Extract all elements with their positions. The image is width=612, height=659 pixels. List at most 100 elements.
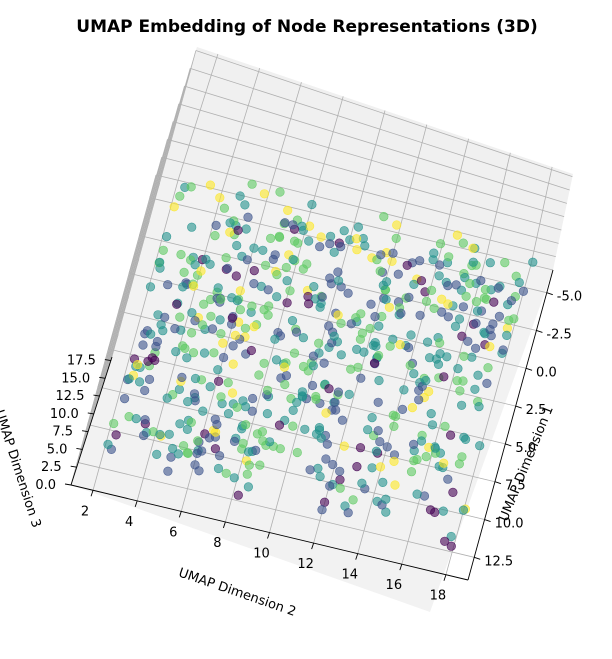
scatter-point [257, 427, 268, 437]
scatter-point [416, 436, 427, 446]
scatter-point [223, 378, 233, 388]
scatter-point [468, 257, 478, 267]
scatter-point [214, 376, 224, 386]
scatter-point [328, 459, 338, 470]
scatter-point [289, 348, 300, 358]
scatter-point [334, 276, 344, 286]
scatter-point [155, 257, 165, 267]
x-tick-mark [134, 500, 138, 507]
scatter-point [259, 358, 269, 368]
scatter-point [412, 454, 422, 465]
grid-line-z-back [161, 156, 556, 258]
scatter-point [232, 402, 242, 412]
scatter-point [388, 248, 398, 258]
scatter-point [428, 255, 438, 265]
scatter-point [305, 465, 315, 475]
scatter-point [458, 302, 469, 312]
scatter-point [205, 382, 215, 392]
scatter-point [133, 360, 143, 370]
z-tick-mark [76, 448, 83, 450]
y-axis-line [467, 269, 554, 581]
scatter-point [468, 243, 478, 253]
grid-line-z-back [195, 50, 573, 178]
scatter-point [371, 341, 381, 351]
scatter-point [389, 421, 399, 432]
scatter-point [324, 321, 334, 331]
scatter-point [404, 292, 414, 303]
scatter-point [309, 282, 319, 292]
scatter-point [230, 330, 240, 341]
scatter-point [443, 281, 453, 291]
x-tick-label: 4 [125, 515, 133, 530]
scatter-point [405, 360, 415, 371]
scatter-point [458, 505, 469, 515]
scatter-point [201, 254, 211, 264]
scatter-point [389, 456, 399, 467]
y-tick-mark [515, 405, 522, 409]
scatter-point [373, 397, 383, 407]
scatter-point [182, 448, 192, 458]
scatter-point [182, 353, 192, 363]
scatter-point [397, 404, 408, 415]
scatter-point [355, 334, 366, 344]
z-tick-mark [87, 412, 94, 415]
scatter-point [216, 329, 226, 339]
y-tick-mark [546, 292, 553, 296]
scatter-point [375, 437, 385, 447]
scatter-point [229, 436, 240, 447]
scatter-point [198, 406, 208, 416]
grid-line-z-back [178, 103, 565, 218]
scatter-point [138, 340, 148, 350]
scatter-point [209, 348, 219, 358]
scatter-point [502, 330, 512, 341]
y-tick-mark [505, 443, 512, 447]
scatter-point [175, 312, 185, 322]
scatter-point [231, 271, 241, 281]
scatter-point [443, 299, 453, 309]
scatter-point [375, 266, 385, 276]
scatter-point [235, 286, 245, 296]
scatter-point [263, 310, 273, 320]
scatter-point [243, 482, 253, 492]
scatter-point [272, 292, 282, 302]
scatter-point [443, 474, 453, 484]
scatter-point [489, 297, 499, 307]
y-tick-label: -5.0 [557, 290, 582, 305]
scatter-point [500, 258, 510, 268]
scatter-point [218, 338, 228, 348]
grid-line-z-back [190, 67, 570, 191]
scatter-point [451, 280, 461, 290]
scatter-point [329, 247, 339, 257]
scatter-point [446, 531, 456, 542]
scatter-point [485, 258, 495, 268]
scatter-point [263, 385, 273, 395]
scatter-point [190, 373, 201, 384]
y-tick-label: 7.5 [505, 479, 526, 494]
scatter-point [292, 447, 302, 458]
scatter-point [160, 312, 170, 322]
grid-line-x [357, 243, 444, 554]
z-tick-mark [99, 376, 106, 379]
scatter-point [205, 180, 215, 190]
scatter-point [467, 352, 477, 362]
scatter-point [415, 310, 425, 320]
scatter-point [282, 276, 292, 286]
scatter-point [227, 388, 238, 398]
scatter-point [437, 307, 447, 317]
scatter-point [315, 471, 325, 482]
scatter-point [268, 254, 278, 264]
scatter-point [378, 477, 388, 488]
scatter-point [187, 222, 197, 232]
scatter-point [357, 478, 367, 488]
scatter-point [352, 234, 362, 244]
scatter-point [471, 318, 481, 328]
scatter-point [444, 252, 454, 262]
scatter-point [434, 271, 444, 281]
scatter-point [288, 405, 298, 416]
scatter-point [140, 385, 150, 396]
scatter-point [291, 327, 302, 337]
scatter-point [438, 506, 448, 516]
scatter-point [177, 372, 187, 383]
grid-line-x [401, 254, 488, 565]
scatter-point [247, 179, 257, 189]
